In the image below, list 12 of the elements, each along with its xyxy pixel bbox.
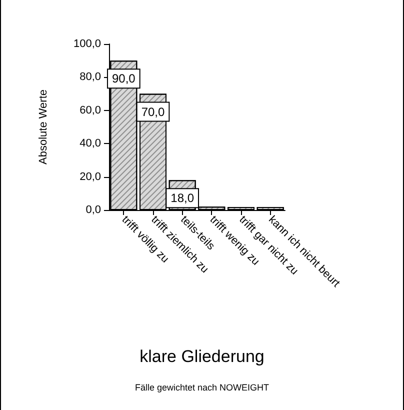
y-tick-label: 20,0 bbox=[80, 170, 101, 183]
data-label: 70,0 bbox=[141, 104, 165, 119]
text: Fälle gewichtet nach NOWEIGHT bbox=[134, 382, 270, 392]
y-tick-label: 0,0 bbox=[86, 204, 101, 216]
data-label: 90,0 bbox=[112, 72, 136, 86]
y-tick-label: 60,0 bbox=[80, 104, 101, 116]
data-label: 18,0 bbox=[170, 191, 194, 206]
y-tick-label: 80,0 bbox=[80, 71, 101, 84]
y-axis-title: Absolute Werte bbox=[38, 89, 50, 165]
y-tick-label: 40,0 bbox=[80, 138, 101, 150]
y-tick-label: 100,0 bbox=[73, 38, 101, 50]
text: klare Gliederung bbox=[140, 347, 264, 366]
